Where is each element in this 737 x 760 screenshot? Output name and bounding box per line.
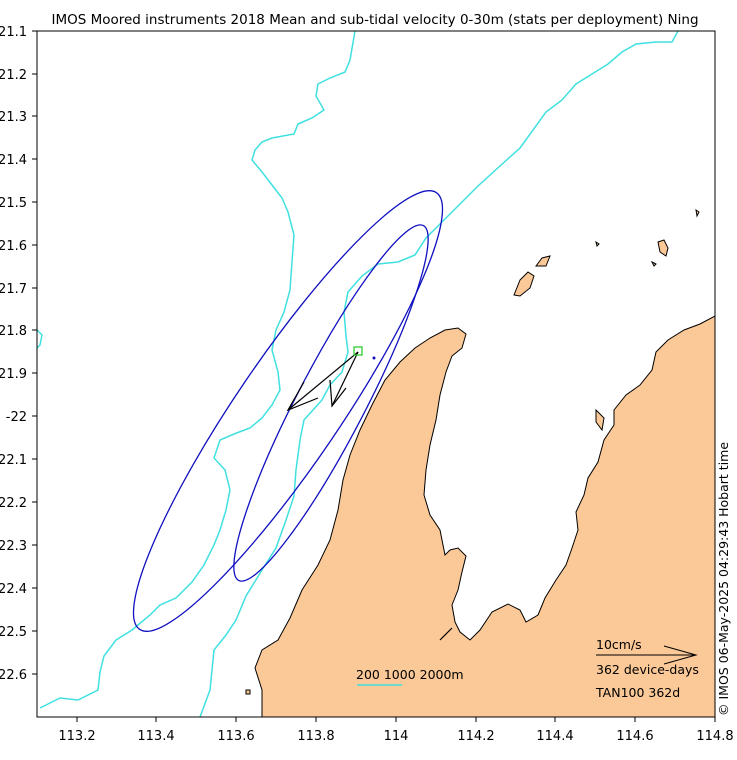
copyright-timestamp: © IMOS 06-May-2025 04:29:43 Hobart time <box>716 442 731 716</box>
y-tick-label: 21.7 <box>0 282 27 297</box>
y-tick-label: 21.8 <box>0 324 27 339</box>
y-tick-label: 21.2 <box>0 68 27 83</box>
island-1 <box>513 271 535 297</box>
x-tick-label: 114.2 <box>457 729 494 744</box>
y-tick-label: 21.3 <box>0 110 27 125</box>
y-tick-label: 21.1 <box>0 25 27 40</box>
x-tick-label: 114.4 <box>536 729 573 744</box>
chart-title: IMOS Moored instruments 2018 Mean and su… <box>51 12 698 28</box>
y-tick-label: 22.5 <box>0 625 27 640</box>
device-days-label: 362 device-days <box>596 662 699 677</box>
x-tick-label: 114.8 <box>696 729 733 744</box>
isobath-1000m <box>199 31 679 717</box>
y-tick-label: 22.3 <box>0 539 27 554</box>
y-tick-label: 21.5 <box>0 196 27 211</box>
x-tick-label: 114 <box>384 729 409 744</box>
station-marker <box>353 346 363 356</box>
y-tick-label: -22 <box>6 410 27 425</box>
reef-line <box>439 627 453 641</box>
velocity-arrow-2 <box>329 351 359 408</box>
station-label: TAN100 362d <box>595 685 680 700</box>
y-tick-label: 22.1 <box>0 453 27 468</box>
island-6 <box>650 260 657 267</box>
x-axis <box>76 717 716 722</box>
scale-label: 10cm/s <box>596 637 642 652</box>
island-7 <box>245 689 251 695</box>
plot-frame <box>36 30 716 718</box>
x-tick-label: 113.4 <box>137 729 174 744</box>
variance-ellipse-1 <box>132 190 444 632</box>
station-dot <box>372 356 376 360</box>
y-axis <box>32 30 37 675</box>
y-tick-label: 22.4 <box>0 582 27 597</box>
isobath-2000m <box>37 329 43 349</box>
y-tick-label: 21.6 <box>0 239 27 254</box>
island-5 <box>595 240 600 247</box>
x-tick-label: 114.6 <box>616 729 653 744</box>
island-4 <box>695 208 700 218</box>
x-tick-label: 113.2 <box>58 729 95 744</box>
isobath-200m <box>39 31 356 709</box>
y-tick-label: 21.9 <box>0 367 27 382</box>
island-8 <box>595 408 605 432</box>
y-tick-label: 21.4 <box>0 153 27 168</box>
isobath-legend-label: 200 1000 2000m <box>356 667 464 682</box>
land-mainland <box>254 315 715 717</box>
velocity-arrow-1 <box>286 351 359 412</box>
y-tick-label: 22.2 <box>0 496 27 511</box>
scale-arrow <box>596 645 698 665</box>
island-3 <box>657 239 669 257</box>
island-2 <box>535 255 551 267</box>
x-tick-label: 113.6 <box>217 729 254 744</box>
y-tick-label: 22.6 <box>0 668 27 683</box>
x-tick-label: 113.8 <box>297 729 334 744</box>
